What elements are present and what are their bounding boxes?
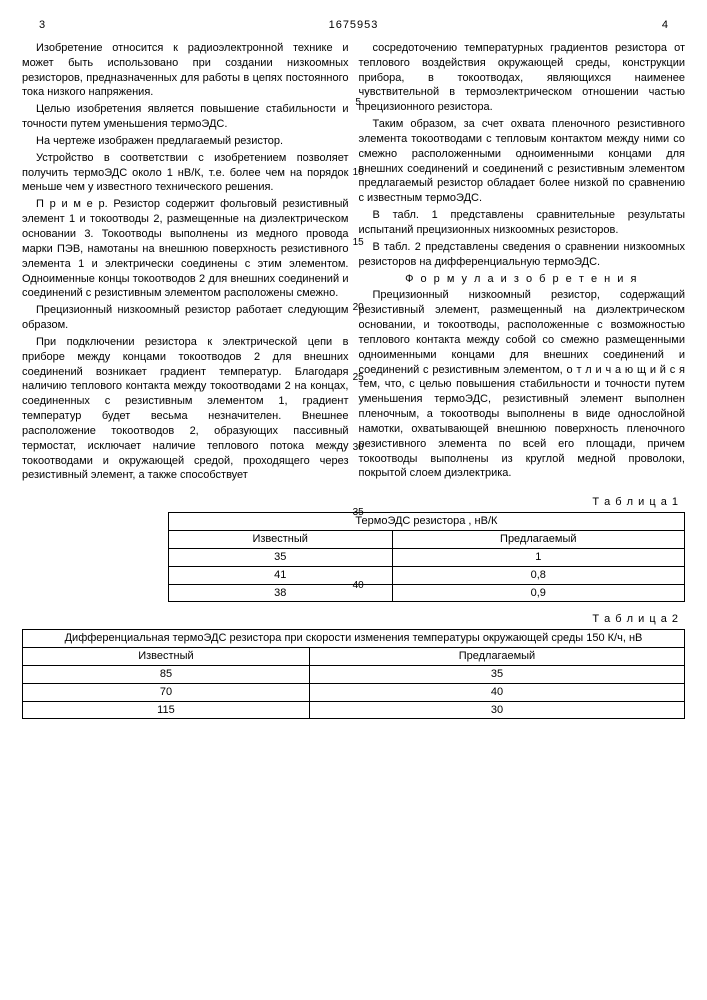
paragraph: Прецизионный низкоомный резистор, содерж… (359, 288, 686, 481)
cell: 1 (392, 548, 684, 566)
line-num: 15 (348, 236, 368, 250)
page-num-right: 4 (645, 18, 685, 33)
paragraph: сосредоточению температурных градиентов … (359, 41, 686, 115)
table1: ТермоЭДС резистора , нВ/К Известный Пред… (168, 512, 685, 602)
cell: 40 (309, 683, 684, 701)
line-num: 30 (348, 441, 368, 455)
table2: Дифференциальная термоЭДС резистора при … (22, 629, 685, 719)
paragraph: В табл. 1 представлены сравнительные рез… (359, 208, 686, 238)
table1-col2: Предлагаемый (392, 531, 684, 549)
paragraph: Таким образом, за счет охвата пленочного… (359, 117, 686, 206)
cell: 35 (168, 548, 392, 566)
paragraph: При подключении резистора к электрическо… (22, 335, 349, 483)
table1-col1: Известный (168, 531, 392, 549)
paragraph: В табл. 2 представлены сведения о сравне… (359, 240, 686, 270)
line-num: 35 (348, 506, 368, 520)
table2-label: Т а б л и ц а 2 (22, 612, 679, 627)
paragraph: Устройство в соответствии с изобретением… (22, 151, 349, 196)
paragraph: П р и м е р. Резистор содержит фольговый… (22, 197, 349, 301)
line-num: 10 (348, 166, 368, 180)
cell: 30 (309, 701, 684, 719)
cell: 35 (309, 665, 684, 683)
page-header: 3 1675953 4 (22, 18, 685, 33)
content-columns: 5 10 15 20 25 30 35 40 Изобретение относ… (22, 41, 685, 485)
line-num: 25 (348, 371, 368, 385)
cell: 85 (23, 665, 310, 683)
right-column: сосредоточению температурных градиентов … (359, 41, 686, 485)
line-num: 20 (348, 301, 368, 315)
cell: 70 (23, 683, 310, 701)
paragraph: Прецизионный низкоомный резистор работае… (22, 303, 349, 333)
paragraph: На чертеже изображен предлагаемый резист… (22, 134, 349, 149)
table2-col1: Известный (23, 648, 310, 666)
line-num: 5 (348, 96, 368, 110)
table1-header: ТермоЭДС резистора , нВ/К (168, 513, 684, 531)
paragraph: Изобретение относится к радиоэлектронной… (22, 41, 349, 100)
line-num: 40 (348, 579, 368, 593)
cell: 115 (23, 701, 310, 719)
left-column: Изобретение относится к радиоэлектронной… (22, 41, 349, 485)
table2-header: Дифференциальная термоЭДС резистора при … (23, 630, 685, 648)
table2-col2: Предлагаемый (309, 648, 684, 666)
cell: 0,9 (392, 584, 684, 602)
cell: 0,8 (392, 566, 684, 584)
page-num-left: 3 (22, 18, 62, 33)
paragraph: Целью изобретения является повышение ста… (22, 102, 349, 132)
formula-heading: Ф о р м у л а и з о б р е т е н и я (359, 272, 686, 287)
document-number: 1675953 (329, 18, 379, 33)
